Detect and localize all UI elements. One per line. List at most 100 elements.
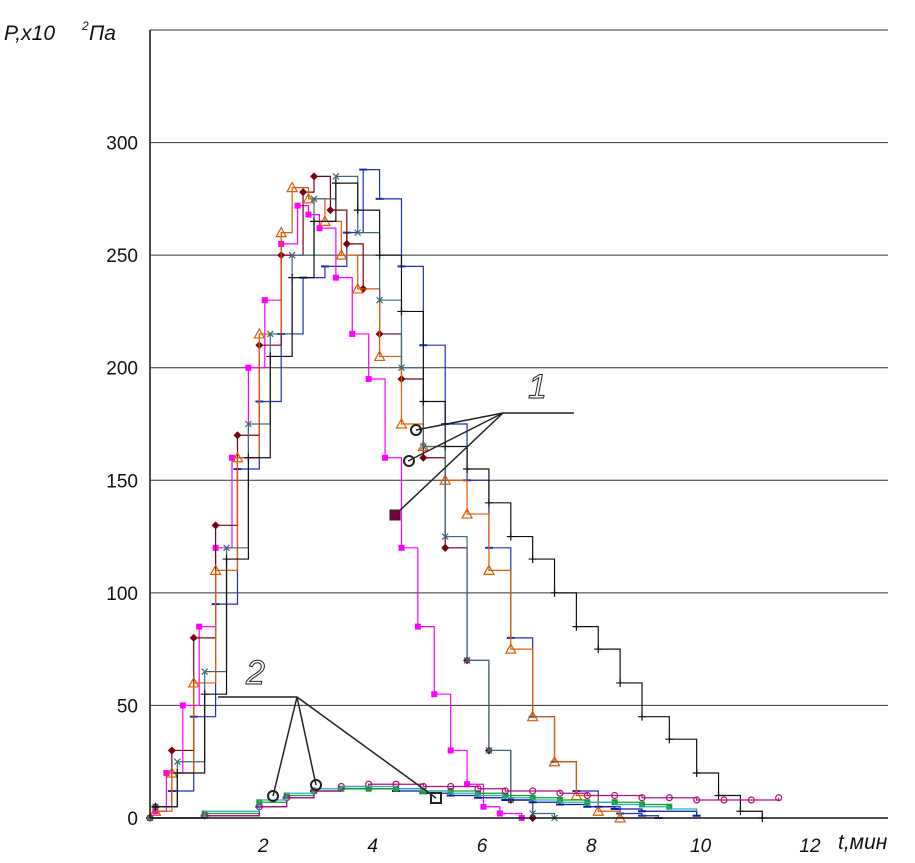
data-point: [173, 768, 182, 777]
data-point: [526, 710, 539, 722]
callout-label-2: 2: [245, 654, 265, 692]
data-point: [354, 229, 362, 237]
series-line: [155, 182, 763, 818]
data-point: [149, 805, 162, 816]
data-point: [342, 239, 351, 248]
data-point: [431, 691, 438, 698]
data-point: [550, 588, 559, 597]
data-point: [463, 656, 471, 664]
data-point: [692, 768, 701, 777]
data-point: [288, 251, 296, 259]
data-point: [299, 188, 308, 197]
y-tick-label: 50: [117, 696, 138, 717]
data-point: [398, 544, 405, 551]
series-group-2: [150, 785, 698, 819]
data-point: [376, 296, 384, 304]
data-point: [616, 678, 625, 687]
data-point: [501, 787, 509, 795]
data-point: [253, 327, 266, 339]
axes: [149, 30, 888, 819]
data-point: [720, 796, 728, 804]
data-point: [310, 172, 318, 181]
data-point: [365, 375, 372, 382]
y-axis-label: P,x10 2 Па: [4, 19, 116, 45]
data-point: [592, 805, 605, 816]
y-axis-label-prefix: P,x10: [4, 22, 55, 45]
data-point: [583, 791, 591, 800]
data-point: [714, 791, 723, 800]
data-point: [485, 747, 493, 754]
data-point: [474, 785, 482, 793]
data-point: [332, 172, 340, 180]
data-point: [441, 442, 450, 451]
x-tick-label: 4: [367, 836, 378, 857]
data-point: [335, 248, 348, 260]
data-point: [331, 179, 340, 188]
data-point: [200, 690, 209, 699]
data-point: [151, 802, 160, 811]
data-point: [310, 217, 318, 226]
data-point: [294, 202, 301, 209]
data-point: [441, 533, 449, 540]
data-point: [382, 454, 389, 461]
data-point: [594, 645, 603, 654]
series-layer: [146, 168, 783, 823]
callout-2-marker: [310, 779, 322, 791]
series-line: [155, 168, 659, 818]
data-point: [261, 297, 268, 304]
data-point: [233, 431, 242, 440]
y-tick-label: 100: [106, 584, 138, 605]
data-point: [211, 521, 220, 530]
data-point: [482, 564, 495, 575]
y-tick-label: 0: [127, 809, 138, 830]
data-point: [209, 564, 222, 575]
series-line: [155, 175, 556, 818]
data-point: [441, 543, 450, 552]
data-point: [286, 181, 299, 193]
x-axis-label: t,мин: [838, 831, 888, 854]
data-point: [397, 307, 406, 316]
x-tick-label: 12: [799, 836, 821, 857]
data-point: [528, 555, 537, 564]
data-point: [464, 781, 471, 788]
data-point: [229, 454, 235, 461]
data-point: [447, 747, 454, 754]
callout-2-leader: [296, 696, 317, 786]
data-point: [275, 226, 288, 238]
series-group-1: [151, 168, 663, 819]
data-point: [288, 273, 297, 282]
callout-1-leader: [394, 412, 504, 516]
callout-1-marker: [410, 424, 422, 436]
data-point: [266, 352, 275, 361]
data-point: [310, 195, 318, 203]
y-tick-label: 150: [106, 471, 138, 492]
data-point: [506, 532, 515, 541]
data-point: [736, 807, 745, 816]
data-point: [201, 668, 209, 676]
series-group-1: [151, 172, 537, 822]
data-point: [496, 810, 503, 817]
data-point: [638, 712, 646, 721]
y-axis-label-exponent: 2: [81, 19, 89, 33]
data-point: [747, 796, 755, 804]
series-group-1: [151, 179, 767, 822]
data-point: [302, 192, 315, 204]
y-axis-label-unit: Па: [89, 22, 116, 45]
data-point: [665, 794, 673, 802]
callout-2-leader: [272, 696, 298, 797]
data-point: [480, 803, 487, 810]
data-point: [504, 642, 517, 654]
data-point: [245, 364, 252, 371]
x-tick-label: 10: [690, 836, 712, 857]
data-point: [461, 507, 474, 519]
data-point: [196, 623, 203, 630]
y-tick-label: 200: [106, 359, 138, 380]
data-point: [548, 755, 561, 767]
data-point: [463, 465, 472, 474]
data-point: [305, 211, 312, 218]
data-point: [414, 623, 421, 630]
x-tick-label: 8: [586, 836, 597, 857]
data-point: [775, 794, 783, 802]
data-point: [419, 443, 427, 450]
callout-1-leader: [415, 412, 504, 431]
